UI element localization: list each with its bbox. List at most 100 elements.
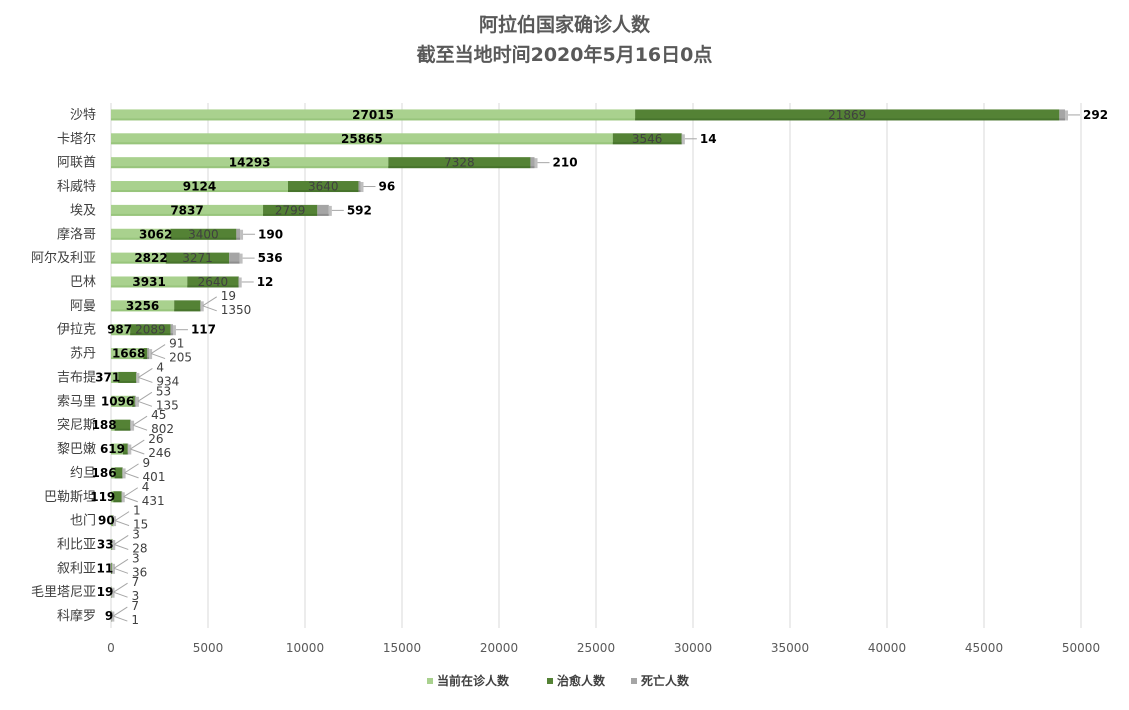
bar-segment-shade [317, 213, 329, 216]
bar-segment [130, 324, 171, 336]
leader-line [123, 496, 138, 503]
data-label: 2089 [135, 323, 166, 337]
bar-segment [114, 467, 123, 479]
bar-end-cap [111, 587, 115, 598]
data-label: 25865 [341, 132, 383, 146]
bar-segment-shade [130, 428, 132, 431]
leader-line [113, 567, 129, 574]
bar-end-cap [121, 492, 125, 503]
leader-line [114, 511, 130, 522]
leader-line [114, 544, 129, 550]
x-tick-label: 10000 [286, 641, 324, 655]
data-label: 9124 [183, 180, 216, 194]
data-label: 3 [132, 589, 140, 603]
leader-line [124, 463, 139, 474]
bar-segment-shade [170, 237, 237, 240]
category-label: 利比亚 [57, 537, 96, 552]
data-label: 619 [100, 442, 125, 456]
bar-segment-shade [187, 285, 239, 288]
data-label: 119 [90, 490, 115, 504]
bar-segment [132, 395, 135, 407]
bar-segment [170, 324, 173, 336]
bar-end-cap [238, 277, 242, 288]
data-label: 45 [151, 408, 166, 422]
bar-segment-shade [111, 213, 264, 216]
bar-segment-shade [1059, 118, 1066, 121]
category-label: 苏丹 [70, 346, 96, 362]
legend-entry: 治愈人数 [557, 673, 606, 688]
bar-segment [612, 133, 682, 145]
data-label: 3546 [632, 132, 663, 146]
category-label: 沙特 [70, 108, 96, 123]
bar-segment [165, 252, 230, 264]
category-label: 巴勒斯坦 [44, 490, 96, 505]
x-tick-label: 25000 [577, 641, 615, 655]
leader-line [150, 353, 166, 360]
leader-line [113, 591, 128, 598]
bar-segment-shade [111, 547, 112, 550]
legend-swatch [631, 678, 637, 684]
x-tick-label: 45000 [965, 641, 1003, 655]
bar-segment-shade [114, 428, 131, 431]
data-label: 188 [92, 418, 117, 432]
bar-end-cap [534, 158, 538, 169]
data-label: 96 [378, 180, 395, 194]
data-label: 205 [169, 351, 192, 365]
leader-line [138, 376, 153, 383]
leader-line [114, 520, 130, 527]
category-label: 阿尔及利亚 [31, 251, 96, 266]
bar-segment [111, 395, 133, 407]
category-label: 黎巴嫩 [57, 442, 96, 457]
bar-segment [147, 348, 150, 360]
category-label: 索马里 [57, 394, 96, 409]
bar-segment [111, 515, 113, 527]
data-label: 1 [133, 504, 141, 518]
bar-segment-shade [174, 309, 201, 312]
bar-segment [263, 204, 318, 216]
bar-end-cap [172, 325, 176, 336]
bar-segment [118, 371, 137, 383]
data-label: 592 [347, 203, 372, 217]
category-label: 突尼斯 [57, 417, 96, 433]
bar-segment-shade [127, 452, 129, 455]
bar-segment-shade [111, 190, 289, 193]
data-label: 53 [156, 384, 171, 398]
bar-segment [111, 204, 264, 216]
bar-segment [114, 419, 131, 431]
bar-segment-shade [111, 285, 188, 288]
leader-line [113, 535, 129, 545]
bar-segment-shade [111, 118, 636, 121]
bar-segment [236, 228, 241, 240]
bar-segment [530, 157, 535, 169]
leader-line [132, 424, 148, 431]
bar-end-cap [328, 205, 332, 216]
data-label: 536 [258, 251, 283, 265]
bar-end-cap [113, 516, 117, 527]
leader-line [137, 391, 153, 402]
bar-segment-shade [165, 261, 230, 264]
x-tick-label: 15000 [383, 641, 421, 655]
leader-line [150, 344, 166, 354]
category-label: 巴林 [70, 275, 96, 290]
data-label: 9 [143, 456, 151, 470]
legend: 当前在诊人数 治愈人数 死亡人数 [427, 673, 690, 688]
data-label: 14293 [229, 156, 271, 170]
bar-segment-shade [612, 142, 682, 145]
bar-end-cap [681, 134, 685, 145]
bar-segment [134, 395, 136, 407]
leader-line [113, 615, 128, 622]
bar-segment [111, 324, 131, 336]
bar-segment-shade [147, 357, 150, 360]
leader-line [113, 582, 128, 593]
bar-segment-shade [114, 476, 123, 479]
data-label: 4 [156, 360, 164, 374]
category-label: 科摩罗 [57, 608, 96, 624]
data-label: 934 [156, 374, 179, 388]
bar-end-cap [149, 349, 153, 360]
bar-segment-shade [113, 500, 122, 503]
bar-segment [111, 467, 115, 479]
data-label: 371 [95, 370, 120, 384]
bar-segment-shade [111, 261, 166, 264]
data-label: 3271 [182, 251, 213, 265]
bar-segment [143, 348, 148, 360]
